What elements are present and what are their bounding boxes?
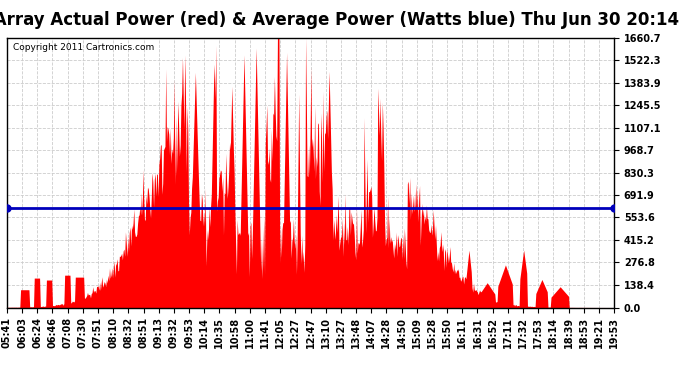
Text: West Array Actual Power (red) & Average Power (Watts blue) Thu Jun 30 20:14: West Array Actual Power (red) & Average … <box>0 11 680 29</box>
Text: Copyright 2011 Cartronics.com: Copyright 2011 Cartronics.com <box>13 43 155 52</box>
